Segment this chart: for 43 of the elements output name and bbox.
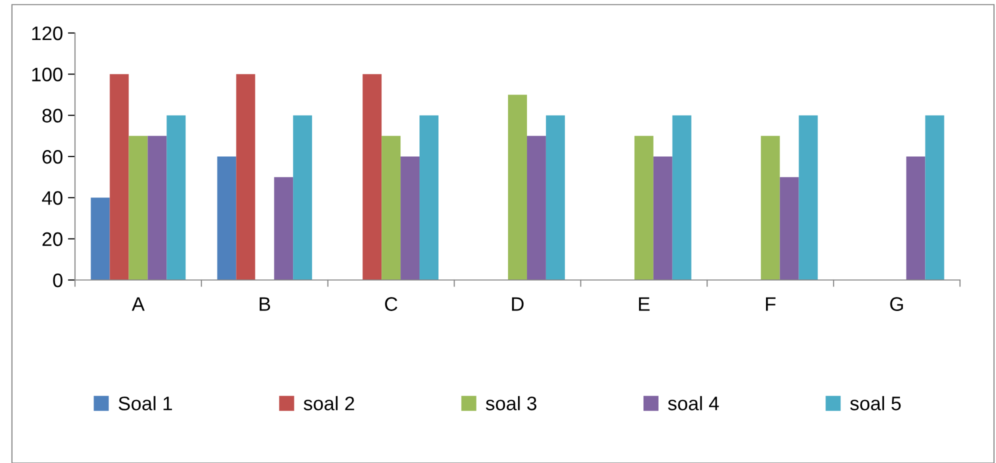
bar bbox=[653, 156, 672, 280]
legend-label: Soal 1 bbox=[118, 396, 172, 410]
bar bbox=[166, 115, 186, 280]
legend-label: soal 4 bbox=[668, 396, 719, 410]
bar bbox=[508, 94, 527, 280]
x-tick-label: G bbox=[890, 297, 903, 311]
x-tick-label: F bbox=[766, 297, 776, 311]
legend-label: soal 2 bbox=[304, 396, 354, 410]
bar bbox=[128, 136, 148, 280]
y-tick-label: 40 bbox=[42, 191, 62, 205]
bar bbox=[420, 115, 438, 280]
bar bbox=[760, 136, 780, 280]
bar bbox=[110, 74, 129, 280]
x-tick-label: B bbox=[260, 297, 270, 311]
bar bbox=[798, 115, 818, 280]
x-tick-label: A bbox=[132, 297, 145, 311]
bar bbox=[236, 74, 256, 280]
y-tick-label: 120 bbox=[32, 26, 62, 40]
y-tick-label: 100 bbox=[32, 68, 62, 82]
bar bbox=[90, 198, 110, 280]
x-tick-label: E bbox=[639, 297, 650, 311]
y-tick-label: 80 bbox=[42, 108, 62, 123]
bar bbox=[906, 156, 926, 280]
legend-label: soal 5 bbox=[850, 396, 901, 410]
y-tick-label: 60 bbox=[42, 150, 62, 164]
x-tick-label: D bbox=[512, 297, 524, 311]
legend-label: soal 3 bbox=[486, 396, 536, 410]
bar bbox=[925, 115, 944, 280]
bar bbox=[362, 74, 382, 280]
bar bbox=[382, 136, 401, 280]
bar bbox=[780, 177, 799, 280]
bar bbox=[672, 115, 692, 280]
bar bbox=[293, 115, 312, 280]
bar bbox=[274, 177, 294, 280]
y-tick-label: 20 bbox=[42, 232, 62, 246]
y-tick-label: 0 bbox=[53, 273, 62, 288]
bar bbox=[217, 156, 236, 280]
bar bbox=[546, 115, 565, 280]
bar bbox=[148, 136, 167, 280]
bar bbox=[526, 136, 546, 280]
bar bbox=[400, 156, 420, 280]
x-tick-label: C bbox=[385, 297, 398, 311]
bar bbox=[634, 136, 654, 280]
